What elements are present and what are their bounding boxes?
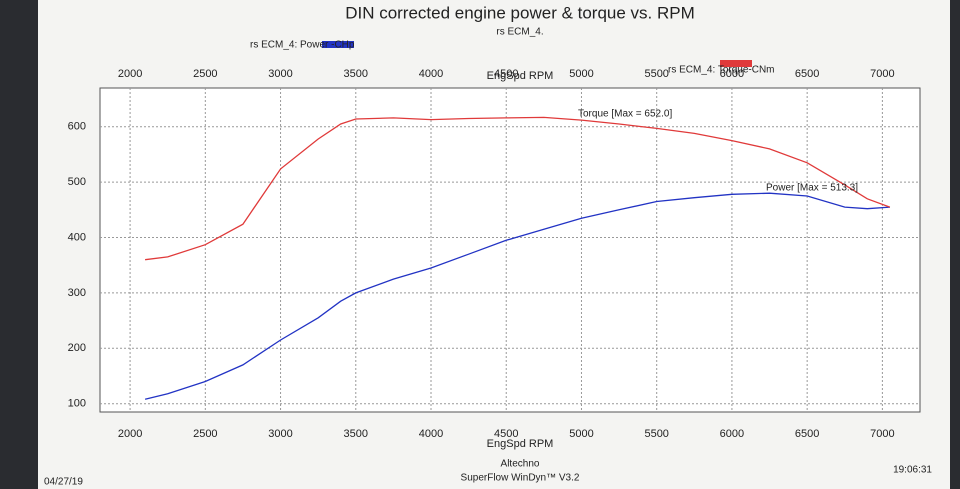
x-axis-title-top: EngSpd RPM (487, 70, 554, 82)
x-tick-label: 5500 (644, 428, 668, 440)
x-tick-label-top: 7000 (870, 68, 894, 80)
x-tick-label: 2000 (118, 428, 142, 440)
x-tick-label: 4000 (419, 428, 443, 440)
legend-swatch (720, 60, 752, 67)
x-tick-label: 2500 (193, 428, 217, 440)
y-tick-label: 500 (68, 176, 86, 188)
x-tick-label: 7000 (870, 428, 894, 440)
x-tick-label-top: 6000 (720, 68, 744, 80)
y-tick-label: 100 (68, 398, 86, 410)
footer-software: SuperFlow WinDyn™ V3.2 (461, 473, 580, 484)
legend-swatch (322, 41, 354, 48)
footer-company: Altechno (501, 459, 540, 470)
annotation: Torque [Max = 652.0] (578, 109, 672, 120)
x-tick-label: 4500 (494, 428, 518, 440)
time: 19:06:31 (893, 465, 932, 476)
annotation: Power [Max = 513.3] (766, 183, 858, 194)
x-tick-label: 3500 (344, 428, 368, 440)
x-tick-label-top: 6500 (795, 68, 819, 80)
x-tick-label-top: 2500 (193, 68, 217, 80)
y-tick-label: 600 (68, 121, 86, 133)
x-tick-label-top: 3500 (344, 68, 368, 80)
series-line (144, 192, 890, 400)
x-tick-label-top: 4500 (494, 68, 518, 80)
legend-label: rs ECM_4: Power -CHp (250, 40, 355, 51)
x-tick-label: 6500 (795, 428, 819, 440)
y-tick-label: 300 (68, 287, 86, 299)
x-axis-title: EngSpd RPM (487, 438, 554, 450)
x-tick-label-top: 5500 (644, 68, 668, 80)
chart-subtitle: rs ECM_4. (496, 27, 543, 38)
x-tick-label: 5000 (569, 428, 593, 440)
x-tick-label-top: 4000 (419, 68, 443, 80)
x-tick-label: 6000 (720, 428, 744, 440)
x-tick-label-top: 5000 (569, 68, 593, 80)
y-tick-label: 200 (68, 342, 86, 354)
x-tick-label-top: 3000 (268, 68, 292, 80)
chart-title: DIN corrected engine power & torque vs. … (345, 3, 695, 22)
x-tick-label-top: 2000 (118, 68, 142, 80)
x-tick-label: 3000 (268, 428, 292, 440)
y-tick-label: 400 (68, 231, 86, 243)
plot-area (99, 87, 921, 413)
date: 04/27/19 (44, 477, 83, 488)
series-line (145, 116, 891, 261)
legend-label: rs ECM_4: Torque-CNm (668, 65, 775, 76)
